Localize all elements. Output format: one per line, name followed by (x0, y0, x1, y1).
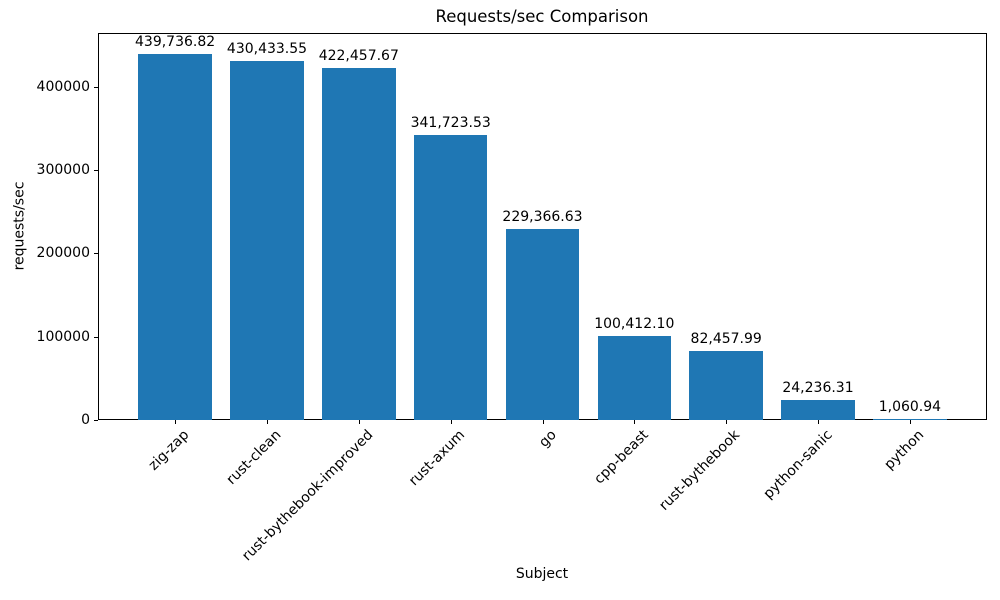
y-tick-mark (94, 336, 98, 338)
x-tick-mark (634, 420, 636, 424)
x-tick-label-rust-bythebook: rust-bythebook (656, 427, 744, 514)
x-tick-mark (818, 420, 819, 424)
x-axis-title: Subject (515, 566, 569, 582)
x-tick-label-rust-axum: rust-axum (405, 427, 469, 490)
bar-zig-zap (138, 53, 212, 420)
y-tick-mark (94, 253, 98, 255)
y-tick-label: 200000 (36, 245, 90, 262)
bar-python-sanic (781, 399, 855, 420)
bar-value-label: 229,366.63 (502, 208, 583, 225)
x-tick-mark (358, 420, 360, 424)
chart-title: Requests/sec Comparison (435, 7, 649, 26)
y-tick-mark (94, 420, 98, 421)
bar-rust-bythebook (689, 351, 763, 420)
bar-rust-clean (230, 61, 304, 420)
bar-go (505, 228, 580, 420)
y-tick-label: 400000 (36, 78, 90, 95)
x-tick-label-python: python (881, 427, 928, 473)
y-tick-label: 100000 (36, 328, 90, 345)
bar-value-label: 100,412.10 (594, 316, 675, 333)
x-tick-label-cpp-beast: cpp-beast (591, 427, 652, 488)
x-tick-label-go: go (536, 427, 560, 451)
y-tick-label: 0 (81, 412, 90, 428)
y-tick-label: 300000 (36, 162, 90, 178)
bar-value-label: 24,236.31 (782, 379, 854, 396)
x-tick-mark (450, 420, 452, 424)
bar-value-label: 422,457.67 (318, 48, 399, 64)
x-tick-mark (267, 420, 268, 424)
bar-value-label: 439,736.82 (135, 33, 216, 50)
bar-cpp-beast (597, 336, 672, 420)
x-tick-mark (542, 420, 544, 424)
x-tick-label-rust-clean: rust-clean (223, 427, 285, 488)
bar-python (873, 419, 947, 421)
bar-value-label: 341,723.53 (410, 115, 491, 132)
y-tick-mark (94, 86, 98, 88)
y-axis-title: requests/sec (11, 181, 28, 271)
x-tick-label-zig-zap: zig-zap (145, 427, 193, 474)
x-tick-mark (175, 420, 177, 424)
bar-value-label: 430,433.55 (226, 41, 308, 58)
bar-rust-axum (413, 135, 488, 420)
x-tick-label-python-sanic: python-sanic (760, 427, 836, 503)
bar-value-label: 1,060.94 (878, 399, 942, 416)
y-tick-mark (94, 170, 98, 171)
bar-value-label: 82,457.99 (690, 331, 762, 348)
x-tick-mark (909, 420, 911, 424)
x-tick-mark (726, 420, 728, 424)
bar-rust-bythebook-improved (322, 68, 396, 420)
